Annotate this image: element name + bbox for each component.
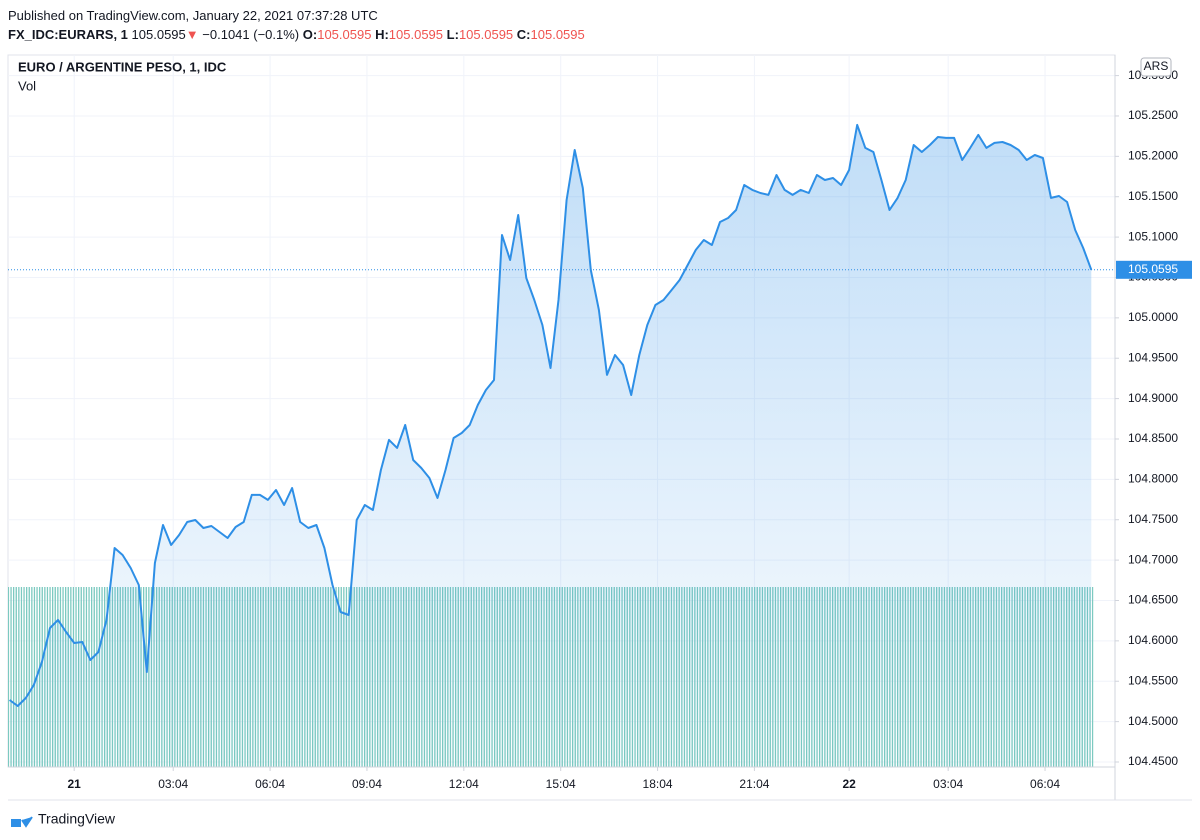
x-tick-label: 03:04 <box>933 777 963 791</box>
h-label: H: <box>375 27 389 42</box>
last-price-label: 105.0595 <box>1128 262 1178 276</box>
y-tick-label: 104.6000 <box>1128 633 1178 647</box>
y-tick-label: 104.8500 <box>1128 431 1178 445</box>
last-price-box <box>1116 260 1192 279</box>
y-tick-label: 105.3000 <box>1128 68 1178 82</box>
plot-frame <box>7 54 1116 768</box>
change: −0.1041 (−0.1%) <box>202 27 300 42</box>
y-tick-label: 104.7000 <box>1128 552 1178 566</box>
y-tick-label: 105.2000 <box>1128 149 1178 163</box>
c-label: C: <box>516 27 531 42</box>
arrow: ▼ <box>185 27 199 42</box>
y-tick-label: 105.2500 <box>1128 108 1178 122</box>
x-tick-label: 21 <box>68 777 82 791</box>
area-fill <box>9 124 1092 767</box>
y-tick-label: 104.9000 <box>1128 391 1178 405</box>
c-value: 105.0595 <box>530 27 585 42</box>
chart-title: EURO / ARGENTINE PESO, 1, IDC <box>18 59 227 74</box>
quote-line: FX_IDC:EURARS, 1 105.0595▼ −0.1041 (−0.1… <box>8 27 585 42</box>
currency-box <box>1140 57 1172 77</box>
x-tick-label: 12:04 <box>449 777 479 791</box>
x-tick-label: 21:04 <box>739 777 769 791</box>
y-tick-label: 105.0500 <box>1128 270 1178 284</box>
volume-band <box>8 587 1094 767</box>
price-line <box>9 123 1093 707</box>
y-tick-label: 104.4500 <box>1128 754 1178 768</box>
y-tick-label: 104.9500 <box>1128 350 1178 364</box>
logo-icon <box>11 816 33 828</box>
volume-label: Vol <box>18 78 36 93</box>
currency-label: ARS <box>1144 59 1169 73</box>
l-label: L: <box>446 27 459 42</box>
x-tick-label: 15:04 <box>546 777 576 791</box>
l-value: 105.0595 <box>458 27 514 42</box>
y-tick-label: 104.7500 <box>1128 512 1178 526</box>
x-tick-label: 09:04 <box>352 777 382 791</box>
x-tick-label: 03:04 <box>158 777 188 791</box>
published-line: Published on TradingView.com, January 22… <box>8 8 378 23</box>
o-label: O: <box>302 27 318 42</box>
y-tick-label: 105.1500 <box>1128 189 1178 203</box>
o-value: 105.0595 <box>317 27 372 42</box>
symbol: FX_IDC:EURARS, 1 <box>8 27 128 42</box>
y-tick-label: 104.5000 <box>1128 714 1178 728</box>
brand: TradingView <box>38 811 116 827</box>
y-tick-label: 105.1000 <box>1128 229 1178 243</box>
h-value: 105.0595 <box>388 27 444 42</box>
x-tick-label: 22 <box>842 777 856 791</box>
last: 105.0595 <box>131 27 186 42</box>
y-tick-label: 105.0000 <box>1128 310 1178 324</box>
x-tick-label: 18:04 <box>643 777 673 791</box>
y-tick-label: 104.8000 <box>1128 472 1178 486</box>
y-tick-label: 104.6500 <box>1128 593 1178 607</box>
x-tick-label: 06:04 <box>255 777 285 791</box>
x-tick-label: 06:04 <box>1030 777 1060 791</box>
logo: TradingView <box>11 811 116 828</box>
y-tick-label: 104.5500 <box>1128 673 1178 687</box>
